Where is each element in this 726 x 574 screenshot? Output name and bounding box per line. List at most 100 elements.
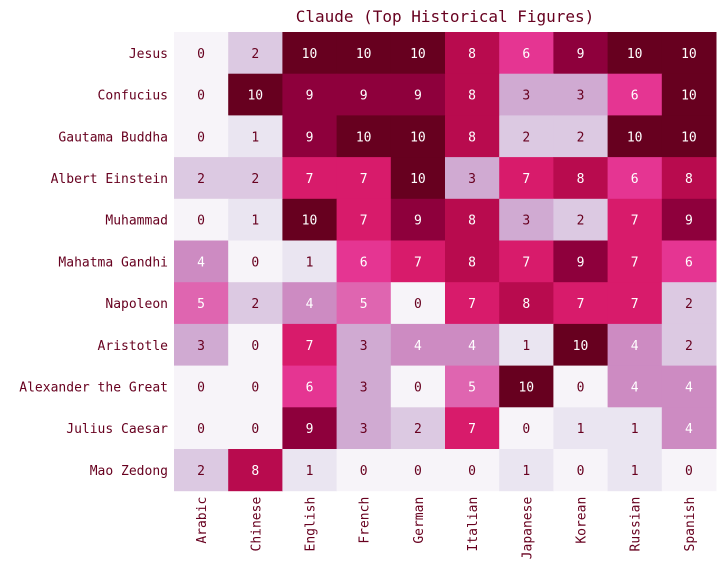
cell-value-label: 7 — [631, 297, 639, 312]
heatmap-cell — [499, 449, 554, 492]
heatmap-cell — [607, 282, 663, 325]
heatmap-cell — [445, 323, 500, 367]
cell-value-label: 2 — [577, 130, 585, 145]
cell-value-label: 9 — [306, 422, 314, 437]
heatmap-cell — [228, 157, 283, 200]
column-label: Japanese — [520, 497, 535, 560]
heatmap-cell — [390, 115, 446, 158]
heatmap-cell — [607, 449, 663, 492]
column-label: Italian — [466, 497, 481, 552]
cell-value-label: 0 — [468, 464, 476, 479]
heatmap-cell — [390, 157, 446, 200]
cell-value-label: 9 — [577, 255, 585, 270]
cell-value-label: 10 — [410, 172, 426, 187]
cell-value-label: 2 — [251, 297, 259, 312]
cell-value-label: 1 — [631, 464, 639, 479]
cell-value-label: 0 — [360, 464, 368, 479]
heatmap-cell — [499, 157, 554, 200]
heatmap-cell — [336, 407, 392, 450]
heatmap-cell — [553, 240, 609, 283]
heatmap-cell — [390, 449, 446, 492]
heatmap-cell — [499, 32, 554, 75]
heatmap-cell — [499, 282, 554, 325]
heatmap-cell — [607, 198, 663, 241]
heatmap-cell — [390, 407, 446, 450]
heatmap-cells: 0 2 10 10 10 8 6 9 10 100 10 9 9 9 8 3 3 6 100 1 9 10 10 8 2 2 10 1… — [174, 32, 717, 492]
heatmap-cell — [553, 449, 609, 492]
heatmap-cell — [336, 73, 392, 116]
cell-value-label: 8 — [468, 89, 476, 104]
cell-value-label: 4 — [631, 339, 639, 354]
cell-value-label: 0 — [577, 380, 585, 395]
cell-value-label: 3 — [468, 172, 476, 187]
row-label: Jesus — [129, 47, 168, 62]
heatmap-cell — [445, 157, 500, 200]
heatmap-cell — [553, 157, 609, 200]
cell-value-label: 9 — [306, 130, 314, 145]
heatmap-cell — [174, 32, 229, 75]
heatmap-cell — [445, 407, 500, 450]
heatmap-cell — [499, 240, 554, 283]
heatmap-cell — [336, 365, 392, 408]
heatmap-cell — [228, 240, 283, 283]
cell-value-label: 7 — [306, 339, 314, 354]
cell-value-label: 4 — [414, 339, 422, 354]
cell-value-label: 9 — [685, 214, 693, 229]
heatmap-cell — [553, 407, 609, 450]
cell-value-label: 0 — [251, 255, 259, 270]
heatmap-cell — [607, 157, 663, 200]
heatmap-cell — [228, 282, 283, 325]
heatmap-cell — [228, 449, 283, 492]
cell-value-label: 3 — [360, 380, 368, 395]
cell-value-label: 10 — [681, 47, 697, 62]
cell-value-label: 6 — [631, 89, 639, 104]
cell-value-label: 5 — [468, 380, 476, 395]
cell-value-label: 7 — [468, 297, 476, 312]
heatmap-cell — [282, 449, 338, 492]
heatmap-cell — [445, 32, 500, 75]
cell-value-label: 3 — [197, 339, 205, 354]
heatmap-cell — [282, 323, 338, 367]
column-label: Spanish — [683, 497, 698, 552]
cell-value-label: 5 — [360, 297, 368, 312]
heatmap-cell — [336, 157, 392, 200]
heatmap-cell — [282, 282, 338, 325]
heatmap-cell — [174, 73, 229, 116]
heatmap-cell — [390, 32, 446, 75]
column-label: Chinese — [249, 497, 264, 552]
row-label: Aristotle — [98, 339, 169, 354]
cell-value-label: 8 — [468, 214, 476, 229]
cell-value-label: 6 — [360, 255, 368, 270]
cell-value-label: 7 — [360, 172, 368, 187]
cell-value-label: 0 — [577, 464, 585, 479]
heatmap-cell — [336, 32, 392, 75]
heatmap-cell — [282, 407, 338, 450]
heatmap-cell — [282, 115, 338, 158]
cell-value-label: 2 — [685, 339, 693, 354]
column-label: Russian — [629, 497, 644, 552]
heatmap-cell — [228, 365, 283, 408]
cell-value-label: 0 — [251, 422, 259, 437]
cell-value-label: 1 — [306, 255, 314, 270]
cell-value-label: 10 — [681, 130, 697, 145]
cell-value-label: 9 — [414, 89, 422, 104]
cell-value-label: 10 — [356, 47, 372, 62]
column-labels: Arabic Chinese English French German Italian J… — [195, 497, 698, 560]
cell-value-label: 5 — [197, 297, 205, 312]
cell-value-label: 0 — [197, 380, 205, 395]
cell-value-label: 8 — [468, 47, 476, 62]
cell-value-label: 2 — [577, 214, 585, 229]
cell-value-label: 8 — [577, 172, 585, 187]
cell-value-label: 3 — [360, 339, 368, 354]
heatmap-cell — [661, 73, 717, 116]
cell-value-label: 8 — [251, 464, 259, 479]
heatmap-cell — [174, 282, 229, 325]
heatmap-cell — [336, 449, 392, 492]
cell-value-label: 4 — [468, 339, 476, 354]
heatmap-cell — [445, 198, 500, 241]
cell-value-label: 8 — [468, 130, 476, 145]
column-label: French — [358, 497, 373, 544]
column-label: German — [412, 497, 427, 544]
heatmap-cell — [553, 32, 609, 75]
heatmap-cell — [607, 323, 663, 367]
